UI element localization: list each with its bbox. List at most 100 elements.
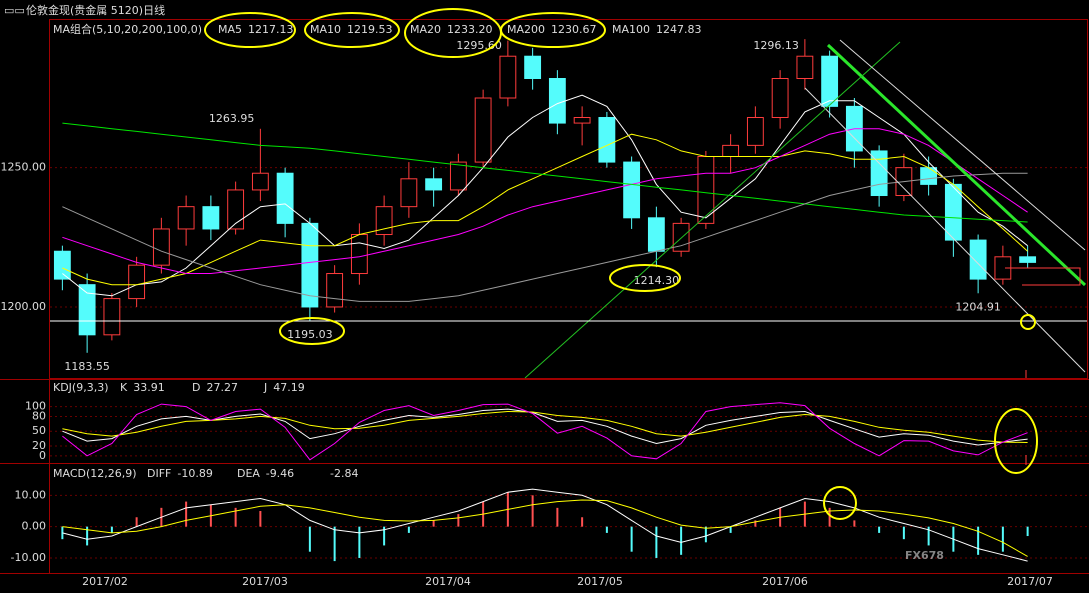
y-tick-label: 0.00 <box>22 520 47 533</box>
candle-body <box>227 189 245 230</box>
candle-body <box>251 172 269 191</box>
kdj-title: KDJ(9,3,3) <box>53 381 109 394</box>
y-tick-label: 10.00 <box>15 488 47 501</box>
legend-entry: K 33.91 <box>120 381 165 394</box>
candle-body <box>128 264 146 300</box>
candle-body <box>746 117 764 146</box>
candle-body <box>524 55 542 80</box>
candle-body <box>623 161 641 219</box>
drawings <box>50 8 1087 520</box>
legend-entry: DIFF -10.89 <box>147 467 213 480</box>
price-annotation: 1204.91 <box>955 300 1001 313</box>
legend-name: J <box>263 381 267 394</box>
legend-value: 1230.67 <box>551 23 597 36</box>
candle-body <box>78 284 96 336</box>
y-tick-label: 100 <box>25 400 46 413</box>
legend-name: MA20 <box>410 23 441 36</box>
x-tick-label: 2017/07 <box>1007 575 1053 588</box>
x-tick-label: 2017/02 <box>82 575 128 588</box>
legend-entry: MA200 1230.67 <box>507 23 597 36</box>
price-annotation: 1183.55 <box>64 360 110 373</box>
legend-entry: MA100 1247.83 <box>612 23 702 36</box>
candle-body <box>969 239 987 280</box>
legend-entry: MA10 1219.53 <box>310 23 393 36</box>
legend-entry: D 27.27 <box>192 381 238 394</box>
macd-title: MACD(12,26,9) <box>53 467 137 480</box>
kdj-line <box>62 402 1028 461</box>
legend-name: MA200 <box>507 23 545 36</box>
candle-body <box>1019 256 1037 263</box>
legend-value: 1233.20 <box>447 23 493 36</box>
x-tick-label: 2017/03 <box>242 575 288 588</box>
candle-body <box>598 117 616 163</box>
macd-line <box>62 499 1028 557</box>
candle-body <box>53 250 71 280</box>
candle-body <box>548 78 566 124</box>
candle-body <box>474 97 492 163</box>
candle-body <box>449 161 467 191</box>
ma-line <box>62 94 1028 297</box>
legend-value: -10.89 <box>177 467 212 480</box>
candle-body <box>573 117 591 124</box>
legend-value: 1247.83 <box>656 23 702 36</box>
candle-body <box>821 55 839 107</box>
price-annotation: 1263.95 <box>209 112 255 125</box>
y-tick-label: 20 <box>32 439 46 452</box>
legend-value: 27.27 <box>206 381 238 394</box>
legend-entry: DEA -9.46 <box>237 467 294 480</box>
candle-body <box>152 228 170 266</box>
candle-body <box>647 217 665 252</box>
legend-value: 47.19 <box>273 381 305 394</box>
price-annotation: 1296.13 <box>753 39 799 52</box>
watermark: FX678 <box>905 549 944 562</box>
macd-line <box>62 488 1028 562</box>
candle-body <box>350 234 368 275</box>
legend-name: D <box>192 381 200 394</box>
legend-name: DEA <box>237 467 260 480</box>
x-tick-label: 2017/05 <box>577 575 623 588</box>
ma-line <box>62 133 1028 286</box>
legend-entry: MA20 1233.20 <box>410 23 493 36</box>
candle-body <box>499 55 517 99</box>
y-tick-label: 80 <box>32 409 46 422</box>
x-axis: 2017/02 2017/03 2017/04 2017/05 2017/06 … <box>82 575 1053 588</box>
price-annotation: 1195.03 <box>287 328 333 341</box>
legend-name: DIFF <box>147 467 171 480</box>
chart-title: 伦敦金现(贵金属 5120)日线 <box>26 3 165 17</box>
legend-name: MA10 <box>310 23 341 36</box>
candle-body <box>425 178 443 191</box>
window-icon: ▭▭ <box>4 4 25 17</box>
candle-body <box>722 144 740 158</box>
ma-line <box>62 172 1028 302</box>
legend-title: MA组合(5,10,20,200,100,0) <box>53 22 202 36</box>
legend-value: 1219.53 <box>347 23 393 36</box>
legend-name: MA100 <box>612 23 650 36</box>
y-tick-label: 50 <box>32 424 46 437</box>
legend-name: MA5 <box>218 23 242 36</box>
y-tick-label: -10.00 <box>11 551 46 564</box>
candle-body <box>326 273 344 308</box>
legend-value: 1217.13 <box>248 23 294 36</box>
legend-entry: MA5 1217.13 <box>218 23 294 36</box>
legend-value: 33.91 <box>133 381 165 394</box>
candle-body <box>796 55 814 80</box>
candle-body <box>276 172 294 224</box>
kdj-line <box>62 410 1028 443</box>
y-tick-label: 0 <box>39 449 46 462</box>
candle-body <box>771 78 789 119</box>
x-tick-label: 2017/06 <box>762 575 808 588</box>
candle-body <box>400 178 418 208</box>
legend-entry: J 47.19 <box>263 381 305 394</box>
kdj-line <box>62 408 1028 446</box>
price-annotation: 1214.30 <box>634 274 680 287</box>
macd-value: -2.84 <box>330 467 358 480</box>
candle-body <box>202 206 220 230</box>
ma-line <box>62 122 1028 223</box>
legend-value: -9.46 <box>266 467 294 480</box>
candle-body <box>920 167 938 185</box>
x-tick-label: 2017/04 <box>425 575 471 588</box>
candle-body <box>177 206 195 230</box>
